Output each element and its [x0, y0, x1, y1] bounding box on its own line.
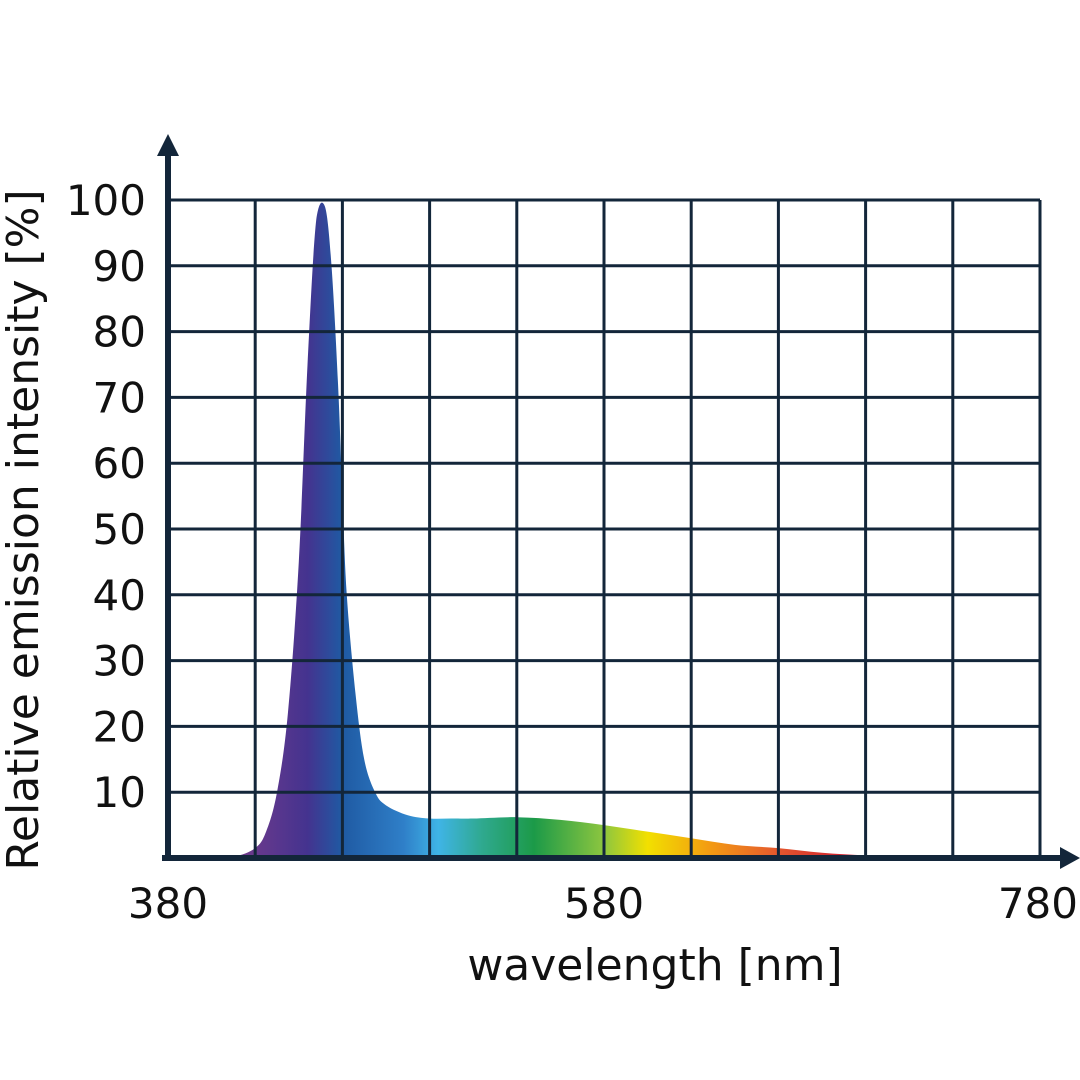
- grid: [168, 198, 1042, 858]
- y-tick-label: 50: [93, 505, 146, 554]
- y-tick-label: 80: [93, 308, 146, 357]
- y-tick-label: 90: [93, 242, 146, 291]
- x-axis-title: wavelength [nm]: [467, 940, 842, 991]
- y-tick-label: 100: [66, 176, 146, 225]
- y-axis-arrow-icon: [157, 134, 179, 156]
- y-tick-labels: 10 20 30 40 50 60 70 80 90 100: [66, 176, 146, 817]
- x-axis-arrow-icon: [1060, 847, 1080, 869]
- x-tick-labels: 380 580 780: [128, 879, 1078, 928]
- x-tick-label: 380: [128, 879, 208, 928]
- x-tick-label: 580: [564, 879, 644, 928]
- y-tick-label: 70: [93, 373, 146, 422]
- y-axis-title: Relative emission intensity [%]: [0, 189, 49, 870]
- y-tick-label: 60: [93, 439, 146, 488]
- x-tick-label: 780: [998, 879, 1078, 928]
- axes: [157, 134, 1080, 869]
- y-tick-label: 40: [93, 571, 146, 620]
- y-tick-label: 30: [93, 637, 146, 686]
- y-tick-label: 20: [93, 702, 146, 751]
- y-tick-label: 10: [93, 768, 146, 817]
